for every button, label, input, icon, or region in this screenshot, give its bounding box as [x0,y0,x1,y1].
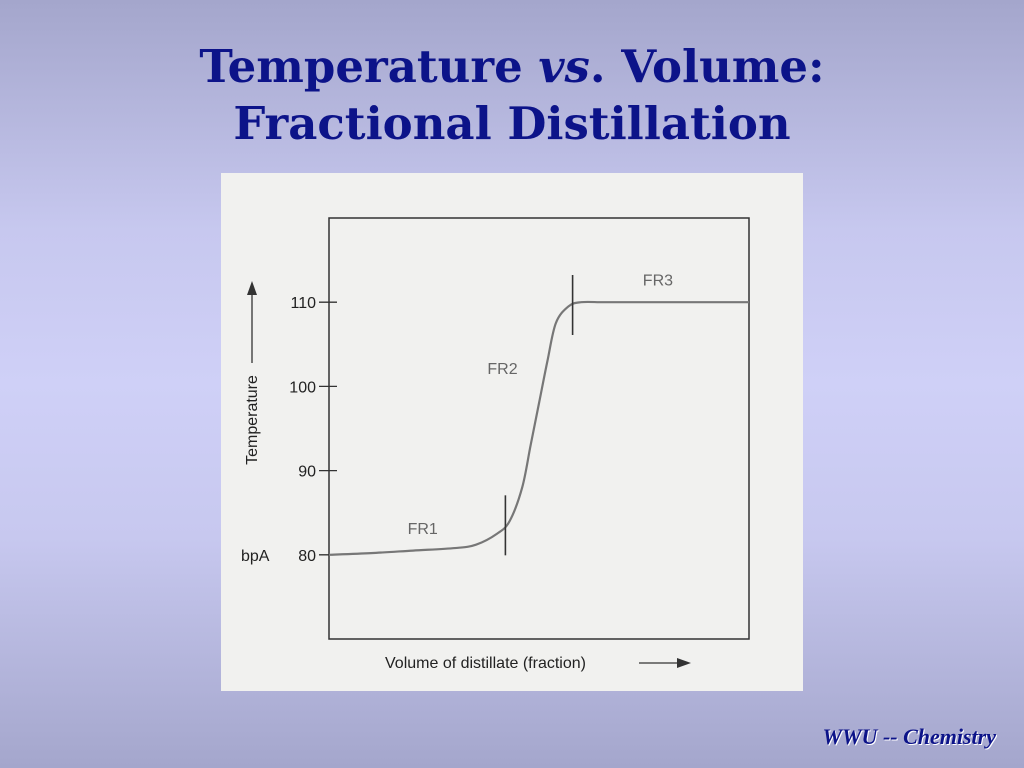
y-tick-label: 80 [298,548,316,565]
figure-panel: 80 90 100 110 bpA Temperature Volume of distil… [221,173,803,691]
y-tick-label: 110 [290,295,316,312]
x-axis-label: Volume of distillate (fraction) [385,655,586,672]
slide-title: Temperature vs. Volume: Fractional Disti… [0,38,1024,152]
y-axis-arrow-head [247,281,257,295]
fraction-label: FR3 [643,272,673,289]
fraction-label: FR2 [487,361,517,378]
fraction-label: FR1 [408,521,438,538]
x-axis-arrow-head [677,658,691,668]
distillation-curve [328,300,749,556]
y-axis-label: Temperature [244,375,261,465]
title-line-1: Temperature vs. Volume: [0,38,1024,95]
bpa-annotation: bpA [241,548,270,565]
footer-credit: WWU -- Chemistry [822,724,996,749]
y-tick-label: 90 [298,464,316,481]
title-line-2: Fractional Distillation [233,97,791,150]
y-tick-label: 100 [289,379,316,396]
title-italic: vs [538,40,590,93]
title-part-1: Temperature [199,40,539,93]
plot-frame [328,217,750,640]
distillation-chart: 80 90 100 110 bpA Temperature Volume of distil… [241,217,750,672]
title-part-2: . Volume: [589,40,825,93]
